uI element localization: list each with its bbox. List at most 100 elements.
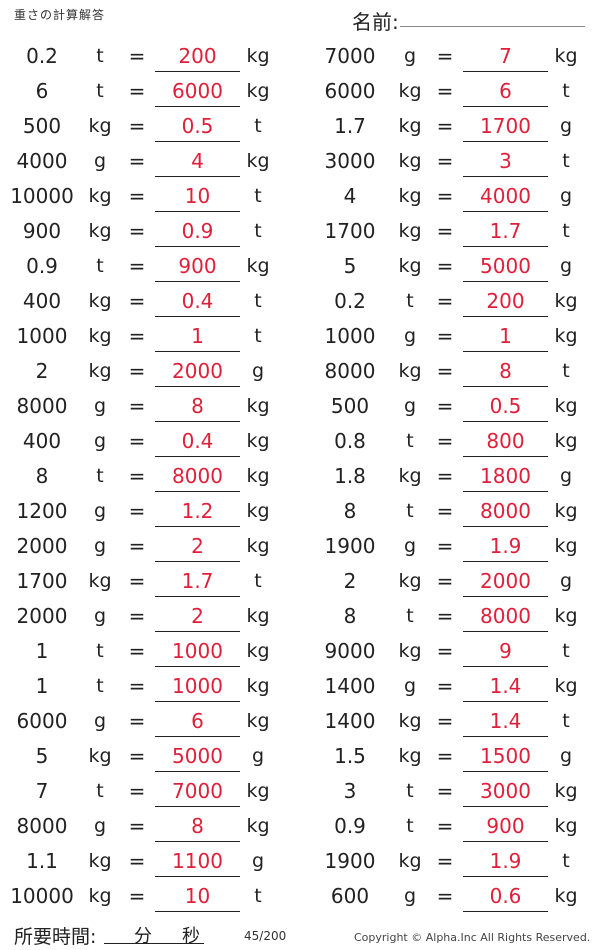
given-unit: kg xyxy=(398,220,422,242)
equals-sign: = xyxy=(436,814,454,838)
given-value: 8 xyxy=(343,604,357,628)
given-value: 2 xyxy=(35,359,49,383)
answer-unit: kg xyxy=(246,255,270,277)
given-value: 5 xyxy=(35,744,49,768)
given-unit: t xyxy=(406,815,414,837)
equals-sign: = xyxy=(128,79,146,103)
answer-unit: g xyxy=(559,570,573,592)
answer-unit: kg xyxy=(554,430,578,452)
given-unit: g xyxy=(93,395,107,417)
answer-value: 8000 xyxy=(155,461,240,492)
answer-value: 1.7 xyxy=(463,216,548,247)
answer-unit: t xyxy=(254,115,262,137)
answer-value: 7000 xyxy=(155,776,240,807)
problem-row: 8 t = 8000 kg xyxy=(0,461,600,496)
answer-unit: kg xyxy=(554,815,578,837)
given-unit: kg xyxy=(88,115,112,137)
given-unit: t xyxy=(96,465,104,487)
problem-row: 1900 kg = 1.9 t xyxy=(0,846,600,881)
problem-row: 8000 kg = 8 t xyxy=(0,356,600,391)
equals-sign: = xyxy=(436,289,454,313)
given-unit: t xyxy=(406,605,414,627)
given-value: 400 xyxy=(22,429,62,453)
given-value: 1000 xyxy=(324,324,376,348)
given-unit: kg xyxy=(88,325,112,347)
given-unit: g xyxy=(93,500,107,522)
given-unit: kg xyxy=(88,360,112,382)
problem-row: 0.2 t = 200 kg xyxy=(0,41,600,76)
problem-row: 0.8 t = 800 kg xyxy=(0,426,600,461)
answer-value: 200 xyxy=(463,286,548,317)
given-unit: kg xyxy=(398,360,422,382)
answer-unit: kg xyxy=(554,45,578,67)
answer-unit: g xyxy=(559,115,573,137)
given-value: 1.1 xyxy=(26,849,58,873)
answer-value: 4000 xyxy=(463,181,548,212)
answer-value: 7 xyxy=(463,41,548,72)
given-unit: kg xyxy=(398,570,422,592)
equals-sign: = xyxy=(436,499,454,523)
answer-unit: t xyxy=(562,360,570,382)
given-unit: t xyxy=(96,675,104,697)
equals-sign: = xyxy=(128,709,146,733)
given-unit: kg xyxy=(398,465,422,487)
answer-value: 0.4 xyxy=(155,286,240,317)
answer-unit: kg xyxy=(246,780,270,802)
answer-unit: kg xyxy=(246,675,270,697)
given-unit: t xyxy=(406,780,414,802)
given-value: 2000 xyxy=(16,604,68,628)
time-label: 所要時間: xyxy=(14,926,97,948)
equals-sign: = xyxy=(436,324,454,348)
answer-value: 1.7 xyxy=(155,566,240,597)
problem-row: 8 t = 8000 kg xyxy=(0,601,600,636)
given-unit: kg xyxy=(398,640,422,662)
equals-sign: = xyxy=(436,359,454,383)
problem-row: 1400 g = 1.4 kg xyxy=(0,671,600,706)
problem-row: 600 g = 0.6 kg xyxy=(0,881,600,916)
given-value: 9000 xyxy=(324,639,376,663)
answer-unit: t xyxy=(562,710,570,732)
answer-value: 0.6 xyxy=(463,881,548,912)
answer-value: 1700 xyxy=(463,111,548,142)
answer-value: 6 xyxy=(463,76,548,107)
given-value: 1000 xyxy=(16,324,68,348)
given-value: 1.5 xyxy=(334,744,366,768)
equals-sign: = xyxy=(128,779,146,803)
given-value: 0.2 xyxy=(334,289,366,313)
problem-row: 9000 kg = 9 t xyxy=(0,636,600,671)
problem-row: 3 t = 3000 kg xyxy=(0,776,600,811)
problem-row: 2000 g = 2 kg xyxy=(0,531,600,566)
seconds-label: 秒 xyxy=(182,926,200,947)
answer-unit: kg xyxy=(246,640,270,662)
given-unit: kg xyxy=(398,80,422,102)
equals-sign: = xyxy=(128,254,146,278)
equals-sign: = xyxy=(436,79,454,103)
given-value: 4000 xyxy=(16,149,68,173)
answer-value: 1 xyxy=(463,321,548,352)
given-value: 1.7 xyxy=(334,114,366,138)
answer-value: 5000 xyxy=(155,741,240,772)
given-value: 1700 xyxy=(324,219,376,243)
given-unit: g xyxy=(93,605,107,627)
answer-unit: t xyxy=(562,850,570,872)
given-unit: g xyxy=(403,45,417,67)
given-value: 7 xyxy=(35,779,49,803)
answer-unit: kg xyxy=(554,325,578,347)
answer-unit: t xyxy=(254,570,262,592)
equals-sign: = xyxy=(128,219,146,243)
given-value: 600 xyxy=(330,884,370,908)
problem-row: 8000 g = 8 kg xyxy=(0,811,600,846)
equals-sign: = xyxy=(128,359,146,383)
problem-row: 8000 g = 8 kg xyxy=(0,391,600,426)
given-unit: t xyxy=(96,780,104,802)
answer-value: 8 xyxy=(155,391,240,422)
answer-unit: kg xyxy=(246,815,270,837)
given-value: 900 xyxy=(22,219,62,243)
given-value: 1400 xyxy=(324,709,376,733)
answer-unit: g xyxy=(559,255,573,277)
equals-sign: = xyxy=(436,184,454,208)
equals-sign: = xyxy=(128,639,146,663)
answer-unit: kg xyxy=(246,150,270,172)
problem-row: 5 kg = 5000 g xyxy=(0,251,600,286)
answer-unit: kg xyxy=(554,675,578,697)
